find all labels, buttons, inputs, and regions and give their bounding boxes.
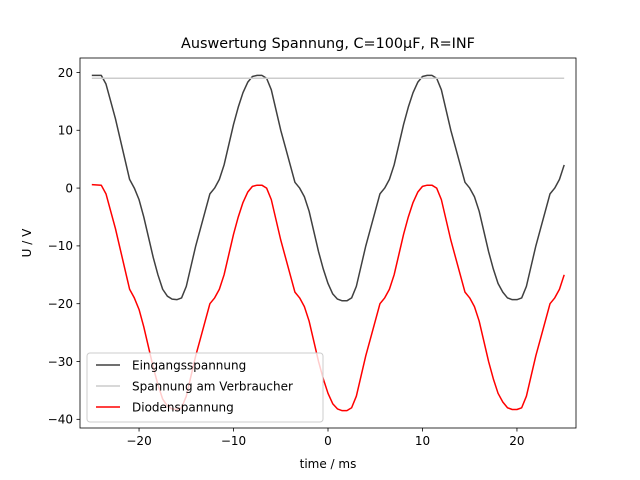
chart-title: Auswertung Spannung, C=100µF, R=INF (181, 36, 475, 52)
legend-label: Diodenspannung (132, 400, 234, 414)
legend: Eingangsspannung Spannung am Verbraucher D… (86, 352, 324, 423)
y-tick-label: −40 (48, 413, 73, 427)
plot-frame (79, 57, 577, 429)
y-tick-label: −30 (48, 355, 73, 369)
x-tick-label: 20 (509, 434, 524, 448)
x-tick-label: −20 (126, 434, 151, 448)
legend-label: Spannung am Verbraucher (132, 379, 293, 393)
y-tick-label: −20 (48, 297, 73, 311)
y-axis-label: U / V (20, 228, 34, 257)
y-tick-label: 10 (58, 124, 73, 138)
x-axis-label: time / ms (300, 457, 357, 471)
y-tick-label: 0 (65, 181, 73, 195)
axis-ticks: −20 −10 0 10 20 20 10 0 −10 −20 −30 −40 (48, 66, 525, 448)
y-tick-label: 20 (58, 66, 73, 80)
legend-box (86, 352, 324, 423)
x-tick-label: 0 (324, 434, 332, 448)
series-line-1 (91, 74, 565, 302)
x-tick-label: 10 (415, 434, 430, 448)
y-tick-label: −10 (48, 239, 73, 253)
x-tick-label: −10 (221, 434, 246, 448)
legend-label: Eingangsspannung (132, 358, 246, 372)
